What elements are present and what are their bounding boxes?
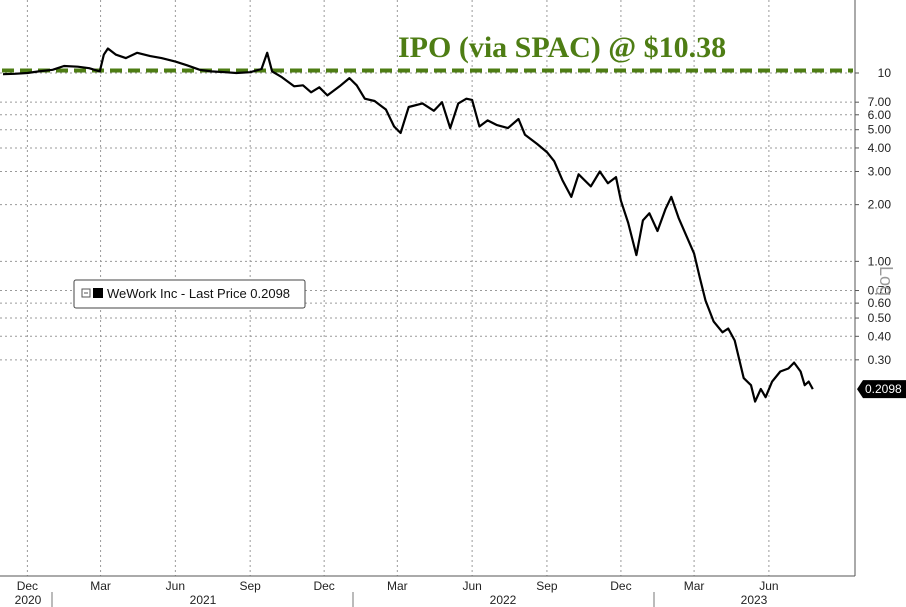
y-tick-label: 0.30 (868, 353, 892, 367)
x-axis-month-ticks: Dec Mar Jun Sep Dec Mar Jun Sep Dec Mar Jun (17, 579, 779, 593)
y-tick-label: 2.00 (868, 198, 892, 212)
y-tick-label: 1.00 (868, 254, 892, 268)
x-tick-label: Jun (166, 579, 185, 593)
x-tick-label: Jun (462, 579, 481, 593)
x-tick-label: Mar (90, 579, 111, 593)
y-tick-label: 0.70 (868, 284, 892, 298)
y-tick-label: 6.00 (868, 108, 892, 122)
x-tick-label: Sep (536, 579, 558, 593)
vertical-gridlines (26, 0, 770, 576)
y-tick-label: 10 (878, 66, 892, 80)
y-tick-label: 5.00 (868, 123, 892, 137)
x-tick-label: Mar (387, 579, 408, 593)
legend-box (73, 279, 306, 309)
x-year-label: 2021 (190, 593, 217, 607)
x-axis-year-labels: 2020 2021 2022 2023 (15, 592, 768, 607)
x-tick-label: Sep (239, 579, 261, 593)
x-year-label: 2020 (15, 593, 42, 607)
last-value-marker: 0.2098 (857, 380, 906, 399)
y-tick-label: 0.60 (868, 296, 892, 310)
y-axis-title: Log (876, 266, 896, 296)
y-tick-label: 7.00 (868, 95, 892, 109)
x-tick-label: Jun (759, 579, 778, 593)
legend-series-swatch-icon (93, 288, 103, 298)
x-tick-label: Dec (17, 579, 38, 593)
series-layer (2, 47, 814, 403)
legend: WeWork Inc - Last Price 0.2098 (73, 279, 306, 309)
plot-frame (0, 0, 856, 577)
x-tick-label: Dec (610, 579, 631, 593)
x-tick-label: Mar (684, 579, 705, 593)
y-tick-label: 3.00 (868, 164, 892, 178)
y-tick-label: 4.00 (868, 141, 892, 155)
y-tick-label: 0.40 (868, 329, 892, 343)
x-year-label: 2023 (741, 593, 768, 607)
legend-entry: WeWork Inc - Last Price 0.2098 (107, 286, 290, 301)
y-axis-ticks: 107.006.005.004.003.002.001.000.700.600.… (855, 66, 891, 367)
series-line-wework (2, 47, 814, 403)
x-year-label: 2022 (490, 593, 517, 607)
y-tick-label: 0.50 (868, 311, 892, 325)
last-value-badge (857, 380, 906, 399)
horizontal-gridlines (0, 72, 855, 361)
ipo-annotation: IPO (via SPAC) @ $10.38 (398, 31, 726, 64)
x-tick-label: Dec (313, 579, 334, 593)
last-value-label: 0.2098 (865, 382, 902, 396)
